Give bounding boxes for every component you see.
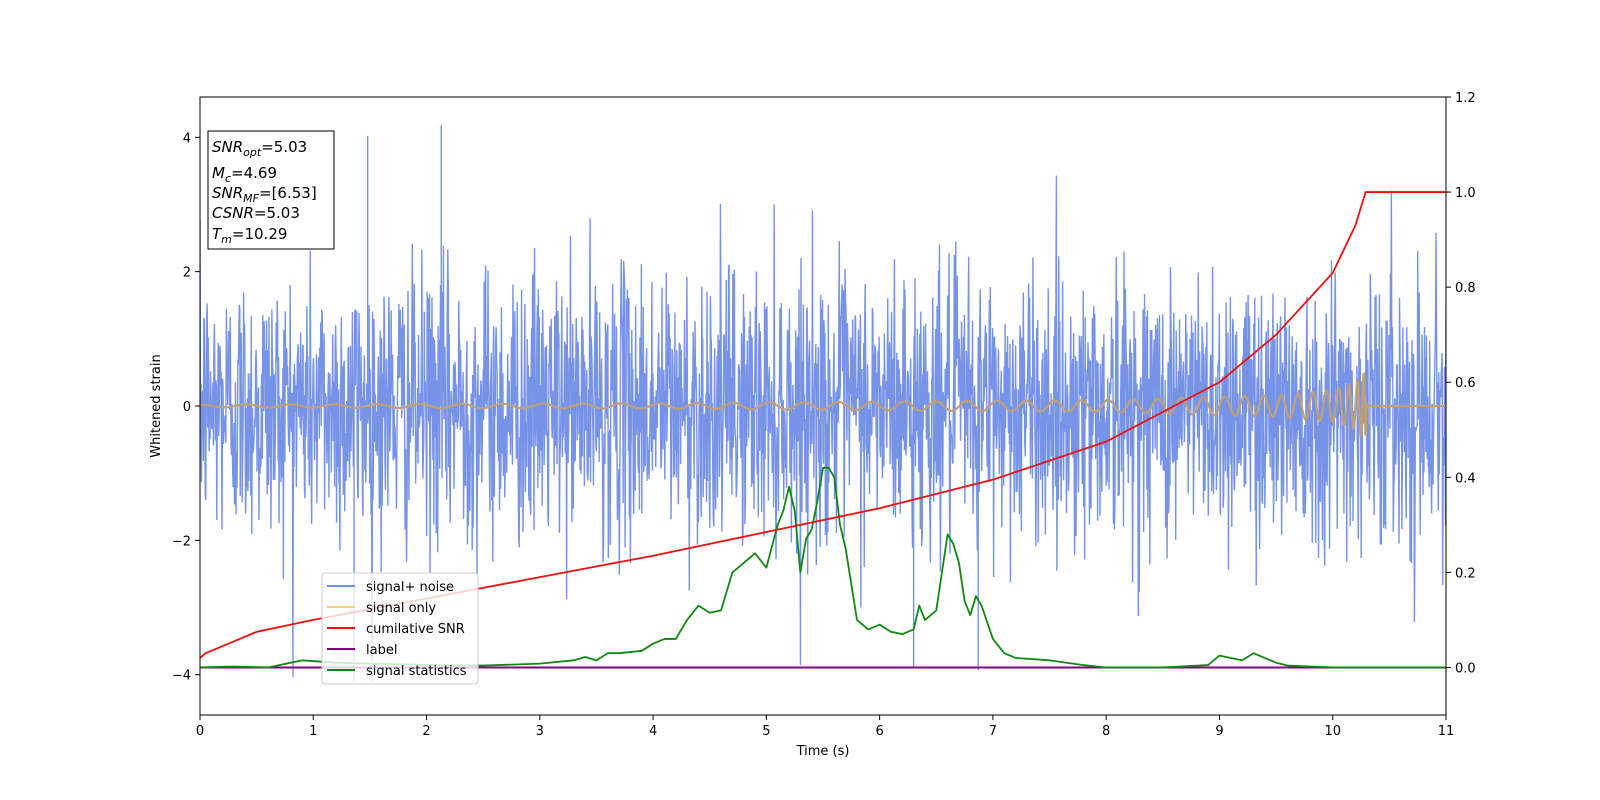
legend-label: signal statistics: [366, 664, 467, 679]
annotation-csnr: CSNR=5.03: [212, 204, 300, 222]
y-left-tick-label: 4: [183, 131, 191, 146]
y-right-tick-label: 0.4: [1455, 471, 1476, 486]
y-left-tick-label: −2: [172, 534, 191, 549]
y-left-tick-label: −4: [172, 669, 191, 684]
y-right-tick-label: 0.0: [1455, 661, 1476, 676]
annotation-box: SNRopt=5.03 Mc=4.69 SNRMF=[6.53] CSNR=5.…: [207, 130, 335, 250]
noise-series: [200, 175, 1446, 682]
x-tick-label: 5: [762, 724, 770, 739]
legend-label: signal+ noise: [366, 580, 454, 595]
x-tick-label: 9: [1215, 724, 1223, 739]
y-axis-label: Whitened strain: [149, 354, 164, 457]
x-tick-label: 10: [1324, 724, 1341, 739]
legend: signal+ noise signal only cumilative SNR la…: [321, 572, 479, 685]
signal-statistics-series: [200, 466, 1446, 669]
signal-only-series: [200, 371, 1446, 438]
legend-label: cumilative SNR: [366, 622, 465, 637]
x-tick-label: 0: [196, 724, 204, 739]
x-tick-label: 6: [875, 724, 883, 739]
legend-label: label: [366, 643, 397, 658]
x-tick-label: 3: [536, 724, 544, 739]
legend-frame: [321, 572, 479, 685]
legend-label: signal only: [366, 601, 436, 616]
y-right-tick-label: 0.8: [1455, 281, 1476, 296]
annotation-frame: [207, 130, 335, 250]
y-right-tick-label: 0.2: [1455, 566, 1476, 581]
x-tick-label: 1: [309, 724, 317, 739]
x-tick-label: 7: [989, 724, 997, 739]
x-axis-label: Time (s): [796, 744, 850, 759]
x-tick-label: 11: [1438, 724, 1455, 739]
annotation-tm: Tm=10.29: [212, 225, 287, 246]
y-left-tick-label: 2: [183, 266, 191, 281]
cumulative-snr-series: [200, 191, 1446, 659]
x-tick-label: 2: [422, 724, 430, 739]
y-right-tick-label: 1.2: [1455, 91, 1476, 106]
annotation-mc: Mc=4.69: [212, 164, 277, 185]
x-tick-label: 4: [649, 724, 657, 739]
annotation-snr-opt: SNRopt=5.03: [212, 138, 307, 159]
y-left-tick-label: 0: [183, 400, 191, 415]
y-right-tick-label: 1.0: [1455, 186, 1476, 201]
x-tick-label: 8: [1102, 724, 1110, 739]
y-right-tick-label: 0.6: [1455, 376, 1476, 391]
annotation-snr-mf: SNRMF=[6.53]: [212, 184, 317, 205]
axes: 0 1 2 3 4 5 6 7 8 9 10 11 −4 −2 0 2 4 0.0 0.2 0.4 0.6 0.8 1.0 1…: [172, 91, 1476, 739]
